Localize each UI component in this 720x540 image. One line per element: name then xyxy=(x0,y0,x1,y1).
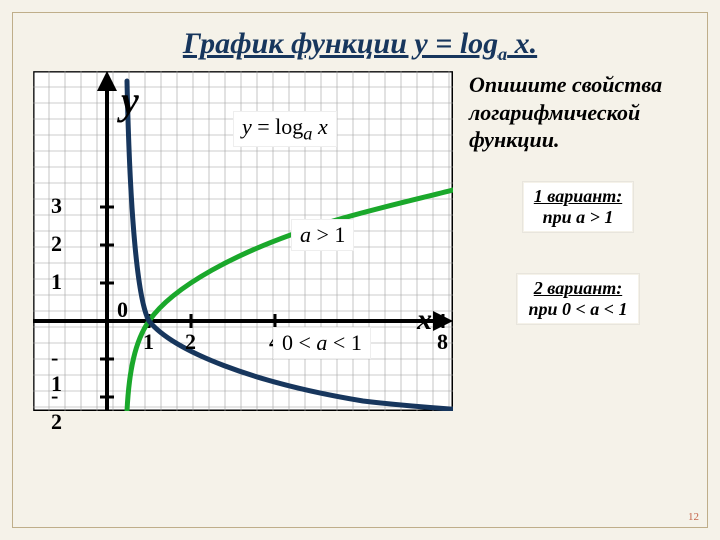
y-tick: 2 xyxy=(51,231,62,257)
y-tick: - 2 xyxy=(51,383,69,435)
formula-main: y = loga x xyxy=(233,111,337,147)
formula-a-gt-1: a > 1 xyxy=(291,219,354,251)
chart-area: y x 0 321- 1- 2 1248 y = loga x a > 1 0 … xyxy=(33,71,453,411)
origin-label: 0 xyxy=(117,297,128,323)
page-number: 12 xyxy=(688,511,699,523)
x-tick: 8 xyxy=(437,329,448,355)
x-axis-label: x xyxy=(417,303,432,337)
variant-1: 1 вариант: при a > 1 xyxy=(523,182,633,232)
slide-title: График функции y = loga x. xyxy=(13,27,707,65)
y-tick: 3 xyxy=(51,193,62,219)
y-tick: 1 xyxy=(51,269,62,295)
y-axis-label: y xyxy=(121,77,139,124)
prompt-text: Опишите свойства логарифмической функции… xyxy=(469,71,687,154)
formula-a-lt-1: 0 < a < 1 xyxy=(273,327,371,359)
x-tick: 2 xyxy=(185,329,196,355)
variant-2: 2 вариант: при 0 < a < 1 xyxy=(517,274,638,324)
x-tick: 1 xyxy=(143,329,154,355)
